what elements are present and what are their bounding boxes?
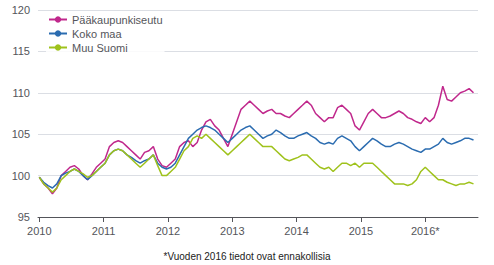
svg-text:*Vuoden 2016 tiedot ovat ennak: *Vuoden 2016 tiedot ovat ennakollisia — [164, 251, 331, 262]
svg-text:Muu Suomi: Muu Suomi — [72, 42, 128, 54]
svg-text:100: 100 — [12, 170, 30, 182]
svg-text:2016*: 2016* — [411, 225, 440, 237]
svg-text:105: 105 — [12, 128, 30, 140]
svg-text:2011: 2011 — [92, 225, 116, 237]
svg-text:2010: 2010 — [27, 225, 51, 237]
svg-text:120: 120 — [12, 4, 30, 16]
svg-text:Pääkaupunkiseutu: Pääkaupunkiseutu — [72, 14, 163, 26]
svg-text:2012: 2012 — [156, 225, 180, 237]
svg-text:110: 110 — [12, 87, 30, 99]
svg-text:115: 115 — [12, 45, 30, 57]
svg-text:Koko maa: Koko maa — [72, 28, 122, 40]
svg-text:2014: 2014 — [284, 225, 308, 237]
svg-text:2013: 2013 — [220, 225, 244, 237]
svg-text:2015: 2015 — [349, 225, 373, 237]
svg-text:95: 95 — [18, 211, 30, 223]
